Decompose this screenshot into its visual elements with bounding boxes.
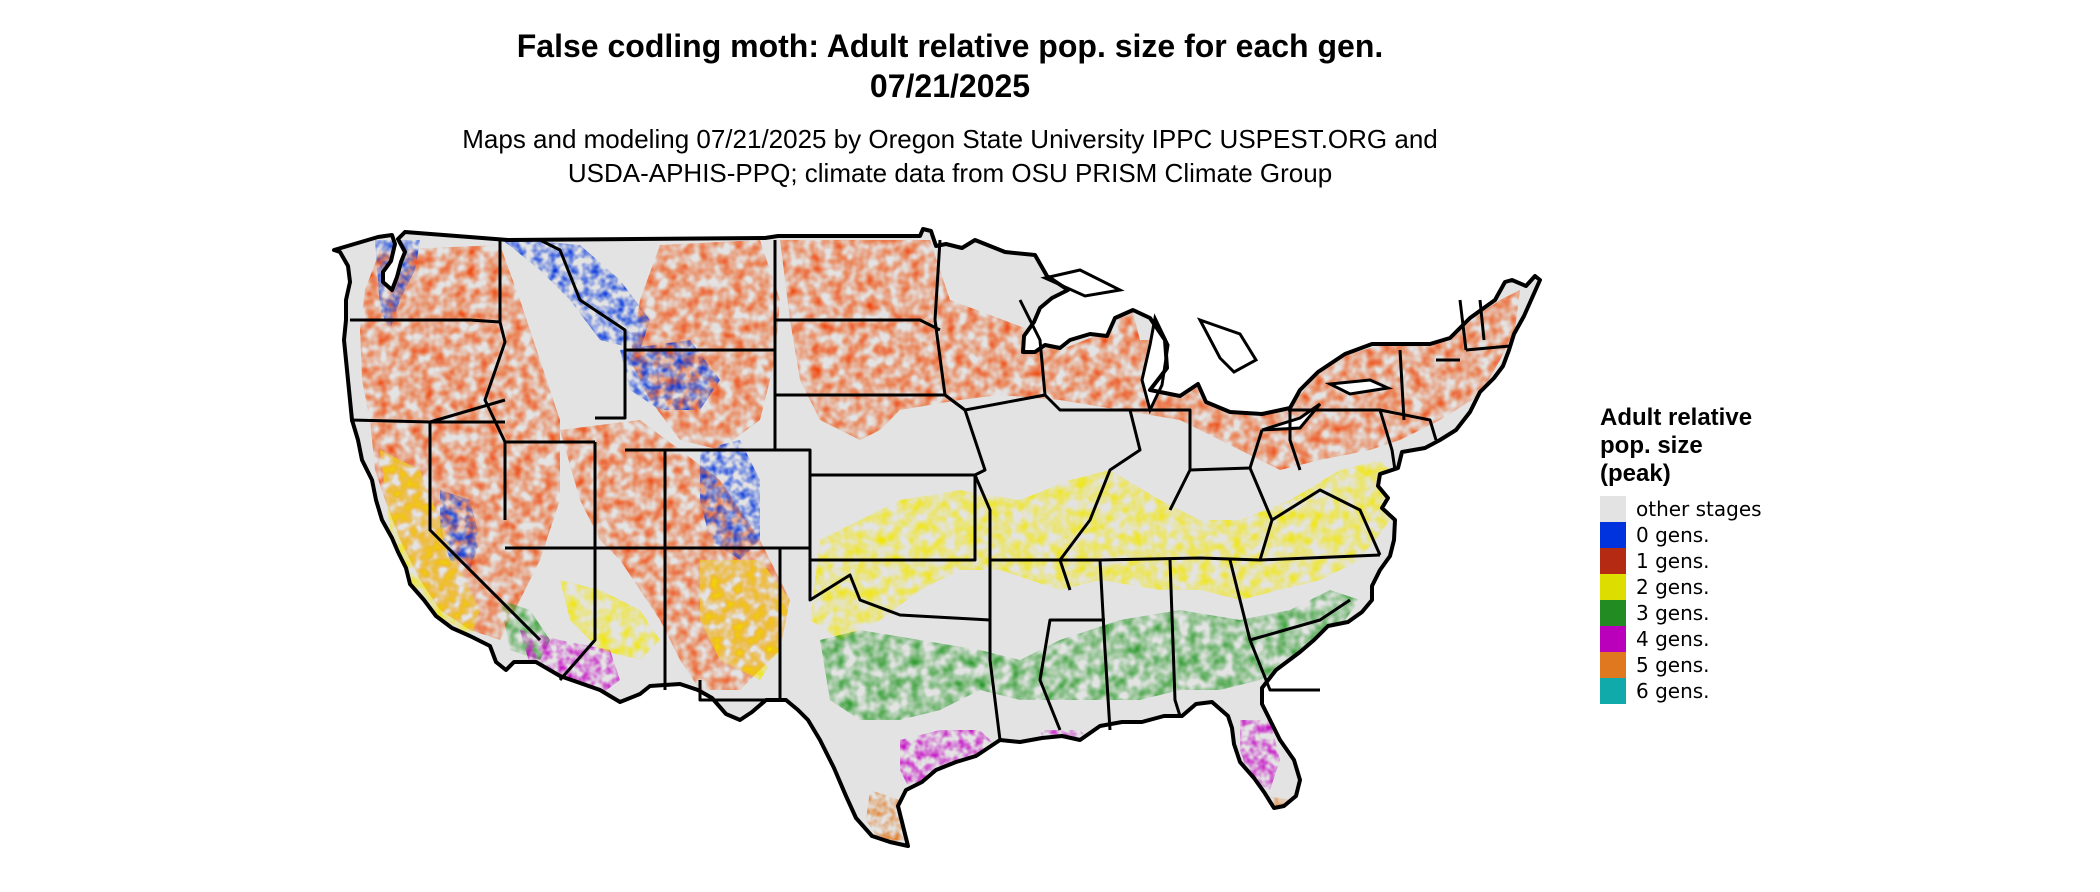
zone-5-gens: [866, 790, 1292, 842]
map-credit-line-2: USDA-APHIS-PPQ; climate data from OSU PR…: [567, 158, 1333, 188]
legend-label: 4 gens.: [1636, 627, 1710, 651]
legend-item-other-stages: other stages: [1600, 496, 1900, 522]
generation-zones: [360, 238, 1520, 842]
map-title: False codling moth: Adult relative pop. …: [516, 28, 1384, 64]
legend-label: 1 gens.: [1636, 549, 1710, 573]
legend-swatch: [1600, 652, 1626, 678]
legend-label: 0 gens.: [1636, 523, 1710, 547]
state-borders: [349, 238, 1511, 741]
legend-item-6-gens: 6 gens.: [1600, 678, 1900, 704]
legend-swatch: [1600, 548, 1626, 574]
legend-title-line-1: Adult relative: [1600, 404, 1753, 431]
legend-swatch: [1600, 522, 1626, 548]
map-date: 07/21/2025: [869, 68, 1031, 104]
legend-swatch: [1600, 678, 1626, 704]
legend-label: 6 gens.: [1636, 679, 1710, 703]
legend-swatch: [1600, 496, 1626, 522]
legend-item-3-gens: 3 gens.: [1600, 600, 1900, 626]
legend-swatch: [1600, 574, 1626, 600]
legend-item-0-gens: 0 gens.: [1600, 522, 1900, 548]
map-legend: Adult relative pop. size (peak) other st…: [1600, 404, 1900, 704]
legend-swatch: [1600, 626, 1626, 652]
legend-item-1-gens: 1 gens.: [1600, 548, 1900, 574]
legend-label: 2 gens.: [1636, 575, 1710, 599]
legend-title: Adult relative pop. size (peak): [1600, 404, 1900, 488]
zone-2-gens: [380, 450, 1400, 680]
legend-title-line-3: (peak): [1600, 460, 1671, 487]
legend-title-line-2: pop. size: [1600, 432, 1703, 459]
legend-label: 3 gens.: [1636, 601, 1710, 625]
legend-item-2-gens: 2 gens.: [1600, 574, 1900, 600]
legend-item-4-gens: 4 gens.: [1600, 626, 1900, 652]
legend-items: other stages 0 gens. 1 gens. 2 gens. 3 g…: [1600, 496, 1900, 704]
legend-swatch: [1600, 600, 1626, 626]
map-credit-line-1: Maps and modeling 07/21/2025 by Oregon S…: [462, 124, 1438, 154]
legend-item-5-gens: 5 gens.: [1600, 652, 1900, 678]
national-outline: [332, 227, 1542, 848]
legend-label: 5 gens.: [1636, 653, 1710, 677]
legend-label: other stages: [1636, 497, 1762, 521]
zone-0-gens: [375, 238, 760, 570]
